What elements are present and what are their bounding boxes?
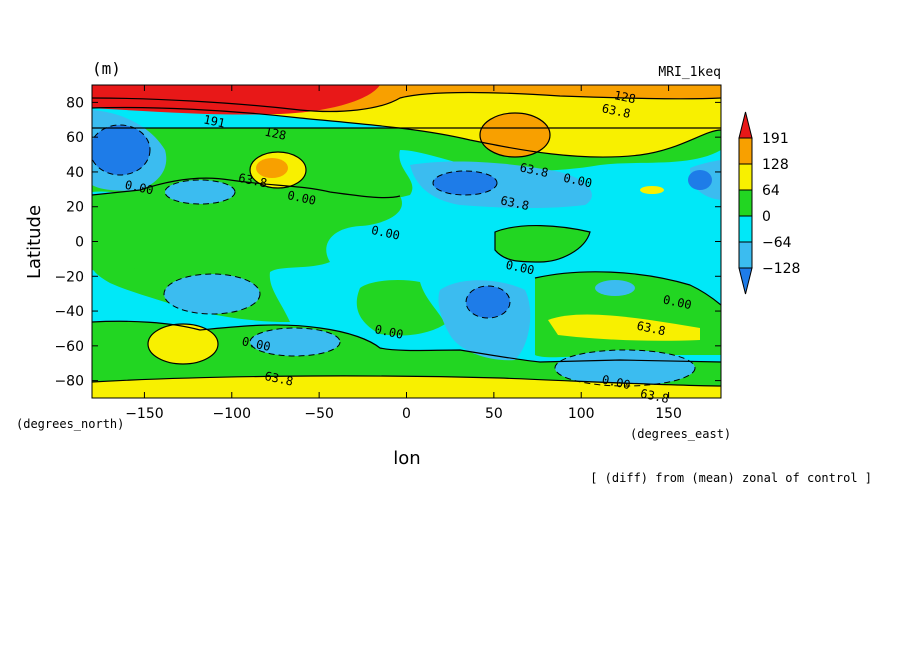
contour-label: 63.8 xyxy=(263,369,294,389)
colorbar-label: 0 xyxy=(762,209,771,225)
y-tick-label: 20 xyxy=(66,200,84,216)
x-tick-label: 150 xyxy=(655,406,682,422)
colorbar-swatch xyxy=(738,241,753,269)
colorbar-top-arrow xyxy=(738,111,753,139)
contour-label: 128 xyxy=(263,125,287,143)
x-axis: −150 −100 −50 0 50 100 150 xyxy=(125,85,682,422)
contour-label: 63.8 xyxy=(639,386,670,406)
contour-labels: 19112812863.863.80.000.0063.80.0063.80.0… xyxy=(124,88,693,406)
contour-label: 0.00 xyxy=(601,372,632,392)
contour-label: 63.8 xyxy=(237,171,268,191)
colorbar-swatch xyxy=(738,215,753,243)
x-tick-label: 0 xyxy=(402,406,411,422)
contour-label: 0.00 xyxy=(662,293,693,313)
y-tick-label: 60 xyxy=(66,130,84,146)
colorbar: −128 −64 0 64 128 191 xyxy=(738,111,800,295)
colorbar-swatch xyxy=(738,163,753,191)
contour-label: 0.00 xyxy=(370,223,401,243)
x-tick-label: 100 xyxy=(568,406,595,422)
y-axis-title: Latitude xyxy=(24,205,45,279)
x-tick-label: −150 xyxy=(125,406,163,422)
y-tick-label: −60 xyxy=(54,339,84,355)
colorbar-label: −64 xyxy=(762,235,792,251)
contour-label: 63.8 xyxy=(601,101,632,121)
y-tick-label: −80 xyxy=(54,374,84,390)
y-tick-label: 80 xyxy=(66,95,84,111)
colorbar-bottom-arrow xyxy=(738,267,753,295)
colorbar-label: 128 xyxy=(762,157,789,173)
x-tick-label: −50 xyxy=(304,406,334,422)
y-tick-label: −40 xyxy=(54,304,84,320)
x-tick-label: 50 xyxy=(485,406,503,422)
contour-label: 0.00 xyxy=(373,322,404,342)
footnote: [ (diff) from (mean) zonal of control ] xyxy=(590,471,872,485)
contour-label: 0.00 xyxy=(124,178,155,198)
contour-label: 0.00 xyxy=(286,188,317,208)
colorbar-label: 64 xyxy=(762,183,780,199)
colorbar-label: −128 xyxy=(762,261,800,277)
contour-label: 0.00 xyxy=(504,258,535,278)
x-tick-label: −100 xyxy=(213,406,251,422)
y-tick-label: 40 xyxy=(66,165,84,181)
y-axis: −80 −60 −40 −20 0 20 40 60 80 xyxy=(54,95,721,390)
contour-label: 0.00 xyxy=(241,334,272,354)
contour-label: 191 xyxy=(202,112,226,130)
contour-label: 63.8 xyxy=(636,319,667,339)
contour-label: 63.8 xyxy=(499,193,530,213)
contour-label: 0.00 xyxy=(562,171,593,191)
contour-field xyxy=(92,85,721,398)
y-unit-label: (degrees_north) xyxy=(16,417,124,431)
y-tick-label: −20 xyxy=(54,269,84,285)
x-axis-title: lon xyxy=(393,448,420,469)
contour-label: 128 xyxy=(613,88,637,106)
x-unit-label: (degrees_east) xyxy=(630,427,731,441)
model-title: MRI_1keq xyxy=(658,65,721,80)
colorbar-swatch xyxy=(738,189,753,217)
y-tick-label: 0 xyxy=(75,235,84,251)
unit-label: (m) xyxy=(92,59,121,78)
colorbar-swatch xyxy=(738,137,753,165)
colorbar-label: 191 xyxy=(762,131,789,147)
contour-label: 63.8 xyxy=(518,160,549,180)
